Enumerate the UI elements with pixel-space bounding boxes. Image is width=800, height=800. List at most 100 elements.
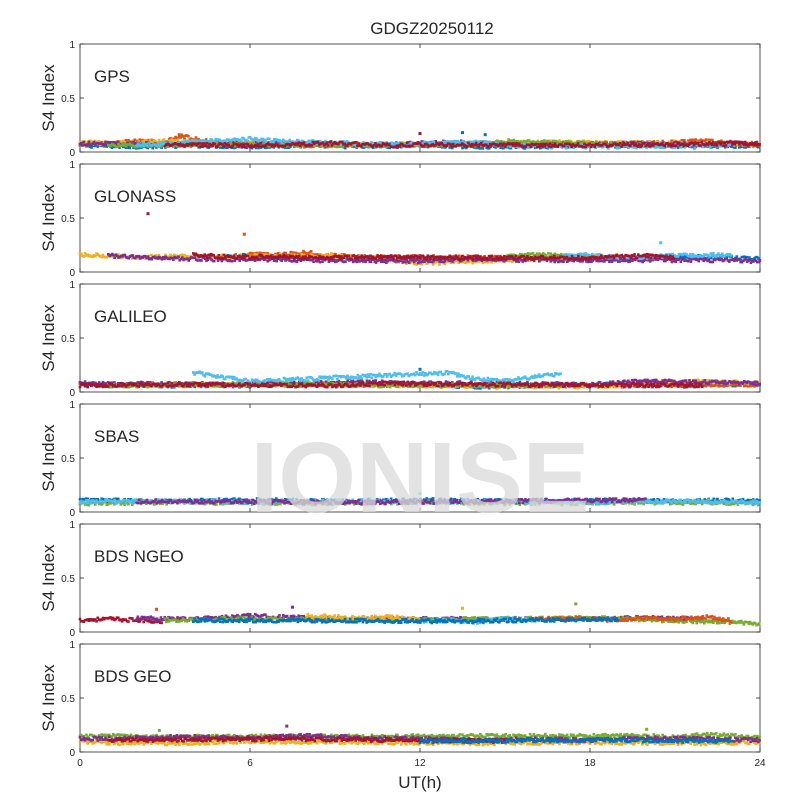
data-point (509, 146, 513, 150)
data-point (309, 145, 313, 149)
data-point (582, 140, 586, 144)
data-point (321, 141, 325, 144)
data-point (311, 139, 314, 142)
data-point (502, 146, 505, 150)
data-point (321, 260, 324, 264)
data-point (205, 140, 209, 143)
data-point (536, 145, 539, 149)
data-point (576, 142, 580, 145)
data-point (202, 139, 206, 142)
data-point (693, 146, 697, 149)
data-point (683, 139, 686, 142)
data-point (288, 138, 291, 142)
data-point (466, 143, 470, 146)
data-point (532, 140, 536, 144)
data-point (494, 146, 497, 149)
data-point (312, 260, 315, 263)
data-point (469, 140, 472, 144)
data-point (514, 146, 518, 150)
data-point (280, 141, 284, 145)
data-point (145, 139, 148, 142)
data-point (157, 138, 161, 142)
data-point (162, 141, 165, 144)
data-point (757, 145, 760, 149)
data-point (588, 142, 591, 146)
data-point (113, 256, 116, 259)
data-point (380, 144, 383, 147)
data-point (179, 136, 182, 139)
data-point (546, 139, 550, 143)
data-point (124, 146, 128, 149)
data-point (277, 146, 281, 149)
data-point (183, 137, 186, 140)
data-point (541, 141, 545, 145)
data-point (213, 142, 216, 146)
data-point (287, 146, 291, 149)
data-point (133, 138, 137, 142)
data-point (319, 139, 322, 143)
data-point (252, 141, 255, 145)
data-point (155, 144, 159, 148)
data-point (423, 140, 427, 144)
data-point (113, 142, 116, 145)
data-point (210, 138, 214, 141)
data-point (512, 138, 516, 142)
data-point (200, 259, 203, 262)
data-point (570, 145, 573, 149)
data-point (200, 142, 204, 145)
data-point (453, 143, 457, 147)
data-point (83, 140, 87, 143)
data-point (481, 147, 485, 150)
data-point (209, 256, 212, 259)
data-point (639, 140, 643, 144)
data-point (533, 146, 537, 150)
data-point (593, 145, 596, 148)
data-point (597, 141, 601, 145)
data-point (362, 141, 365, 144)
data-point (474, 139, 478, 143)
data-point (311, 142, 314, 145)
data-point (82, 140, 86, 144)
data-point (309, 250, 313, 253)
data-point (504, 141, 508, 145)
data-point (699, 138, 703, 142)
data-point (112, 253, 115, 257)
data-point (443, 146, 446, 149)
data-point (261, 137, 265, 141)
data-point (587, 139, 590, 143)
data-point (278, 138, 281, 142)
data-point (301, 139, 304, 143)
data-point (297, 141, 301, 144)
data-point (109, 144, 113, 147)
data-point (145, 141, 148, 144)
data-point (94, 139, 97, 143)
data-point (581, 145, 585, 149)
data-point (337, 145, 341, 148)
data-point (529, 140, 532, 144)
data-point (259, 142, 262, 145)
data-point (754, 141, 757, 145)
data-point (390, 141, 393, 145)
data-point (755, 140, 759, 144)
data-point (105, 143, 109, 146)
data-point (106, 140, 110, 144)
data-point (716, 146, 719, 150)
data-point (462, 146, 466, 149)
data-point (141, 145, 145, 148)
data-point (335, 145, 338, 149)
data-point (176, 136, 180, 140)
data-point (538, 145, 542, 148)
data-point (310, 144, 313, 147)
data-point (279, 140, 282, 143)
data-point (549, 260, 553, 263)
data-point (544, 140, 547, 143)
data-point (255, 141, 259, 144)
data-point (302, 141, 306, 144)
data-point (724, 144, 728, 147)
data-point (312, 144, 315, 147)
data-point (720, 141, 724, 144)
data-point (274, 138, 277, 142)
data-point (376, 141, 379, 145)
data-point (223, 139, 226, 142)
data-point (248, 142, 252, 146)
